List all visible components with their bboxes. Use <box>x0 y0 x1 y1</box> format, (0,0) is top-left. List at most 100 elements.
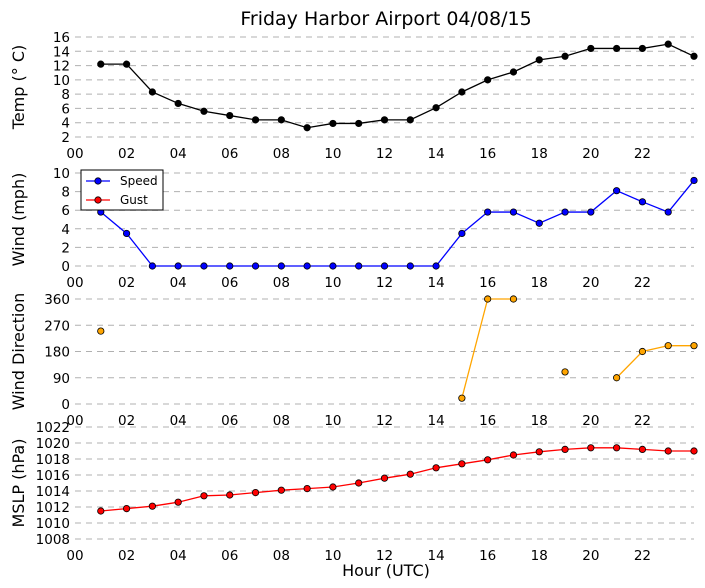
wind-data-point <box>200 262 208 270</box>
mslp-data-point <box>638 445 647 453</box>
mslp-data-point <box>226 491 234 499</box>
wind-data-point <box>406 262 414 270</box>
temp-x-tick-label: 20 <box>582 146 599 162</box>
temp-data-point <box>200 107 208 115</box>
temp-y-tick-label: 10 <box>53 73 70 89</box>
mslp-y-tick-label: 1018 <box>36 452 70 468</box>
temp-x-tick-label: 04 <box>170 146 187 162</box>
dir-data-point <box>509 295 518 303</box>
wind-data-point <box>380 262 389 270</box>
dir-x-tick-label: 22 <box>634 413 651 429</box>
temp-data-point <box>587 44 595 53</box>
temp-data-point <box>329 119 337 128</box>
mslp-y-tick-label: 1008 <box>36 532 70 548</box>
temp-data-point <box>148 88 156 96</box>
mslp-x-tick-label: 04 <box>170 548 187 564</box>
dir-x-tick-label: 14 <box>427 413 444 429</box>
mslp-y-tick-label: 1020 <box>36 436 70 452</box>
dir-y-tick-label: 180 <box>44 345 70 361</box>
wind-legend: Speed Gust <box>80 169 164 211</box>
dir-data-point <box>561 368 569 376</box>
mslp-data-point <box>251 488 260 497</box>
temp-data-point <box>690 52 698 60</box>
mslp-data-point <box>484 456 492 464</box>
temp-y-tick-label: 4 <box>61 116 70 132</box>
wind-data-point <box>690 176 698 185</box>
temp-data-point <box>561 52 569 60</box>
wind-y-tick-label: 2 <box>61 240 70 256</box>
wind-y-axis-label: Wind (mph) <box>9 173 28 267</box>
temp-x-tick-label: 18 <box>531 146 548 162</box>
wind-data-point <box>355 262 363 270</box>
mslp-data-point <box>380 474 389 482</box>
mslp-x-tick-label: 06 <box>221 548 238 564</box>
temp-data-point <box>638 44 647 53</box>
mslp-data-point <box>561 445 569 453</box>
temp-data-point <box>251 116 260 124</box>
mslp-x-tick-label: 08 <box>273 548 290 564</box>
mslp-y-tick-label: 1010 <box>36 516 70 532</box>
wind-data-point <box>664 208 672 216</box>
wind-x-tick-label: 22 <box>634 275 651 291</box>
dir-x-tick-label: 04 <box>170 413 187 429</box>
wind-data-point <box>561 208 569 216</box>
dir-x-tick-label: 06 <box>221 413 238 429</box>
mslp-x-tick-label: 00 <box>66 548 83 564</box>
temp-data-point <box>97 60 105 68</box>
temp-data-point <box>226 111 234 120</box>
temp-data-point <box>484 76 492 84</box>
chart-title: Friday Harbor Airport 04/08/15 <box>240 8 531 30</box>
mslp-y-tick-label: 1012 <box>36 500 70 516</box>
dir-data-point <box>638 347 647 356</box>
temp-data-point <box>277 116 285 124</box>
dir-x-tick-label: 16 <box>479 413 496 429</box>
mslp-data-point <box>613 444 621 452</box>
temp-y-tick-label: 14 <box>53 44 70 60</box>
dir-series-line <box>461 298 514 399</box>
wind-y-tick-label: 6 <box>61 203 70 219</box>
mslp-data-point <box>97 507 105 515</box>
mslp-data-point <box>122 504 131 513</box>
wind-data-point <box>484 208 492 216</box>
wind-y-tick-label: 4 <box>61 222 70 238</box>
wind-data-point <box>458 229 466 238</box>
wind-x-tick-label: 00 <box>66 275 83 291</box>
wind-y-tick-label: 8 <box>61 185 70 201</box>
mslp-data-point <box>458 460 466 468</box>
temp-data-point <box>355 119 363 128</box>
temp-x-tick-label: 00 <box>66 146 83 162</box>
temp-data-point <box>122 60 131 68</box>
mslp-series-line <box>100 447 694 512</box>
temp-y-tick-label: 6 <box>61 101 70 117</box>
dir-x-tick-label: 02 <box>118 413 135 429</box>
mslp-x-tick-label: 18 <box>531 548 548 564</box>
wind-data-point <box>587 208 595 216</box>
mslp-data-point <box>148 502 156 510</box>
dir-data-point <box>690 342 698 350</box>
temp-x-tick-label: 22 <box>634 146 651 162</box>
dir-data-point <box>97 327 105 335</box>
temp-series-line <box>100 43 695 129</box>
legend-label-speed: Speed <box>120 174 158 188</box>
mslp-y-tick-label: 1014 <box>36 484 70 500</box>
dir-data-point <box>664 342 672 350</box>
mslp-x-tick-label: 16 <box>479 548 496 564</box>
wind-data-point <box>303 262 311 270</box>
temp-x-tick-label: 12 <box>376 146 393 162</box>
wind-data-point <box>509 208 518 216</box>
temp-data-point <box>664 40 672 48</box>
legend-marker-gust <box>94 196 102 204</box>
wind-data-point <box>122 229 131 238</box>
wind-y-tick-label: 10 <box>53 166 70 182</box>
temp-data-point <box>406 116 414 124</box>
dir-series-line <box>616 345 694 379</box>
panel-dir: 0 90 180 270 360 00 02 04 06 08 10 12 14 16 18 20 22 Wind… <box>9 292 698 429</box>
mslp-data-point <box>329 483 337 491</box>
temp-data-point <box>432 104 440 112</box>
wind-x-tick-label: 14 <box>427 275 444 291</box>
mslp-x-tick-label: 10 <box>324 548 341 564</box>
mslp-data-point <box>174 498 182 506</box>
